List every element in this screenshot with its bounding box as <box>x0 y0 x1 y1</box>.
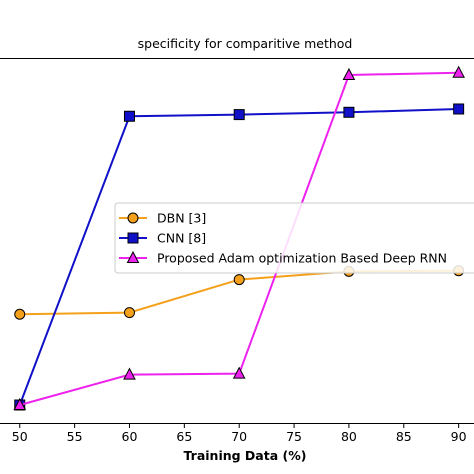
x-axis: 50 55 60 65 70 75 80 85 90 <box>12 423 467 444</box>
x-tick-label: 85 <box>396 429 412 444</box>
legend-marker <box>127 232 139 244</box>
legend-label: Proposed Adam optimization Based Deep RN… <box>157 251 447 266</box>
legend-label: DBN [3] <box>157 211 206 226</box>
x-tick-label: 90 <box>451 429 467 444</box>
data-point <box>453 103 465 115</box>
legend-label: CNN [8] <box>157 231 206 246</box>
chart-title: specificity for comparitive method <box>138 36 353 51</box>
data-point <box>13 397 27 410</box>
x-tick-label: 60 <box>122 429 138 444</box>
legend-entry: CNN [8] <box>119 231 206 246</box>
data-point <box>232 366 246 379</box>
legend-marker <box>126 250 140 263</box>
x-tick-label: 80 <box>341 429 357 444</box>
data-point <box>343 106 355 118</box>
data-point <box>342 67 356 80</box>
data-point <box>233 274 245 286</box>
data-point <box>14 308 26 320</box>
x-tick-label: 55 <box>67 429 83 444</box>
legend-box <box>114 202 474 274</box>
legend: DBN [3] CNN [8] Proposed Adam optimization… <box>114 202 474 274</box>
x-tick-label: 70 <box>231 429 247 444</box>
legend-entry: Proposed Adam optimization Based Deep RN… <box>119 251 447 266</box>
data-point <box>123 110 135 122</box>
data-point <box>452 65 465 78</box>
x-tick-label: 75 <box>286 429 302 444</box>
x-axis-label: Training Data (%) <box>184 448 307 463</box>
x-tick-label: 50 <box>12 429 28 444</box>
data-point <box>233 109 245 121</box>
legend-entry: DBN [3] <box>119 211 206 226</box>
data-point <box>123 367 136 380</box>
legend-marker <box>127 212 139 224</box>
series-triangle <box>13 65 465 410</box>
data-point <box>123 307 135 319</box>
series-circle <box>14 265 465 320</box>
x-tick-label: 65 <box>176 429 192 444</box>
